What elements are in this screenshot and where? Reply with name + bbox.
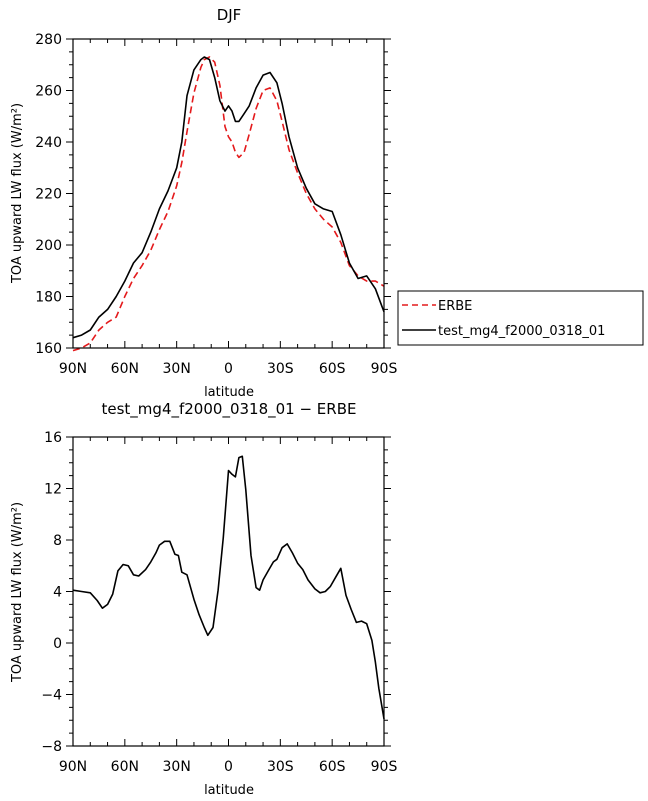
series-line-test-mg4-f2000-0318-01 <box>72 56 385 339</box>
y-tick-label: 0 <box>53 636 62 652</box>
difference-line <box>72 455 385 720</box>
series-line-erbe <box>72 56 385 352</box>
panel2-y-tick-labels: −8 −4 0 4 8 12 16 <box>41 430 62 755</box>
x-tick-label: 60S <box>319 361 346 377</box>
panel2-series-lines <box>72 455 385 720</box>
panel1-title: DJF <box>217 6 242 24</box>
y-tick-label: 160 <box>35 341 62 357</box>
panel2-title: test_mg4_f2000_0318_01 − ERBE <box>102 400 357 419</box>
panel1-x-tick-labels: 90N 60N 30N 0 30S 60S 90S <box>59 361 398 377</box>
x-tick-label: 0 <box>224 361 233 377</box>
panel1-ticks <box>66 38 391 349</box>
x-tick-label: 30S <box>267 759 294 775</box>
x-tick-label: 30S <box>267 361 294 377</box>
y-tick-label: 16 <box>44 430 62 446</box>
x-tick-label: 0 <box>224 759 233 775</box>
y-tick-label: 220 <box>35 187 62 203</box>
y-tick-label: 260 <box>35 84 62 100</box>
panel2-y-axis-label: TOA upward LW flux (W/m²) <box>10 502 25 683</box>
x-tick-label: 90N <box>59 361 87 377</box>
y-tick-label: 240 <box>35 135 62 151</box>
panel1-y-tick-labels: 160 180 200 220 240 260 280 <box>35 32 62 357</box>
x-tick-label: 90S <box>371 361 398 377</box>
panel1-series-lines <box>72 56 385 352</box>
panel2-plot-frame <box>72 436 385 747</box>
x-tick-label: 30N <box>163 759 191 775</box>
panel1-x-axis-label: latitude <box>204 385 254 400</box>
panel2-x-axis-label: latitude <box>204 783 254 798</box>
x-tick-label: 60N <box>111 361 139 377</box>
panel2-ticks <box>66 436 391 747</box>
legend: ERBE test_mg4_f2000_0318_01 <box>397 290 644 346</box>
x-tick-label: 60S <box>319 759 346 775</box>
legend-box <box>397 290 644 346</box>
y-tick-label: 280 <box>35 32 62 48</box>
legend-label-erbe: ERBE <box>438 299 472 314</box>
y-tick-label: 180 <box>35 290 62 306</box>
panel-difference: test_mg4_f2000_0318_01 − ERBE latitude T… <box>10 400 397 798</box>
y-tick-label: −4 <box>41 688 62 704</box>
y-tick-label: 12 <box>44 482 62 498</box>
x-tick-label: 90N <box>59 759 87 775</box>
panel2-x-tick-labels: 90N 60N 30N 0 30S 60S 90S <box>59 759 398 775</box>
panel1-plot-frame <box>72 38 385 349</box>
y-tick-label: 8 <box>53 533 62 549</box>
x-tick-label: 30N <box>163 361 191 377</box>
y-tick-label: 200 <box>35 238 62 254</box>
legend-label-model: test_mg4_f2000_0318_01 <box>438 324 605 339</box>
panel-djf: DJF latitude TOA upward LW flux (W/m²) 9… <box>10 6 397 400</box>
y-tick-label: −8 <box>41 739 62 755</box>
y-tick-label: 4 <box>53 585 62 601</box>
x-tick-label: 60N <box>111 759 139 775</box>
panel1-y-axis-label: TOA upward LW flux (W/m²) <box>10 103 25 284</box>
x-tick-label: 90S <box>371 759 398 775</box>
